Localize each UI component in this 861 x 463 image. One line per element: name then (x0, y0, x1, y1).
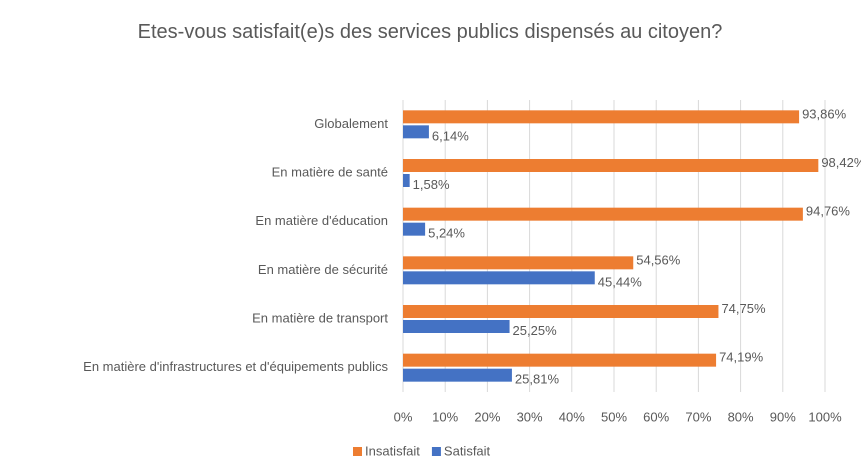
bar (403, 207, 803, 221)
bar (403, 222, 426, 236)
y-tick-label: En matière de sécurité (258, 262, 388, 277)
x-tick-label: 90% (770, 409, 796, 424)
x-tick-label: 0% (394, 409, 413, 424)
data-label: 6,14% (432, 128, 469, 143)
bar (403, 353, 717, 367)
data-label: 54,56% (636, 252, 681, 267)
y-tick-label: En matière d'éducation (255, 213, 388, 228)
bar (403, 125, 429, 139)
x-tick-label: 70% (685, 409, 711, 424)
bar (403, 305, 719, 318)
x-tick-label: 40% (559, 409, 585, 424)
y-tick-label: En matière d'infrastructures et d'équipe… (83, 359, 388, 374)
bar (403, 368, 512, 382)
data-label: 93,86% (802, 106, 847, 121)
bar (403, 320, 510, 333)
data-label: 94,76% (806, 204, 851, 219)
data-label: 25,25% (513, 323, 558, 338)
data-label: 5,24% (428, 226, 465, 241)
data-label: 1,58% (413, 177, 450, 192)
x-tick-label: 100% (808, 409, 842, 424)
x-tick-label: 30% (517, 409, 543, 424)
data-label: 74,19% (719, 350, 764, 365)
bar (403, 174, 410, 187)
data-label: 25,81% (515, 372, 560, 387)
y-tick-label: En matière de santé (272, 164, 388, 179)
bar (403, 271, 595, 285)
legend-label: Satisfait (444, 443, 491, 458)
chart-title: Etes-vous satisfait(e)s des services pub… (137, 21, 723, 43)
x-tick-label: 50% (601, 409, 627, 424)
legend-swatch (353, 447, 362, 456)
x-tick-label: 60% (643, 409, 669, 424)
data-label: 45,44% (598, 274, 643, 289)
x-tick-label: 80% (728, 409, 754, 424)
data-label: 98,42% (821, 155, 861, 170)
x-tick-label: 10% (432, 409, 458, 424)
y-tick-label: Globalement (314, 116, 388, 131)
bar (403, 159, 819, 172)
legend-label: Insatisfait (365, 443, 420, 458)
bar (403, 256, 634, 270)
y-tick-label: En matière de transport (252, 310, 388, 325)
legend-swatch (431, 447, 441, 456)
data-label: 74,75% (721, 301, 766, 316)
bar (403, 110, 800, 124)
x-tick-label: 20% (474, 409, 500, 424)
